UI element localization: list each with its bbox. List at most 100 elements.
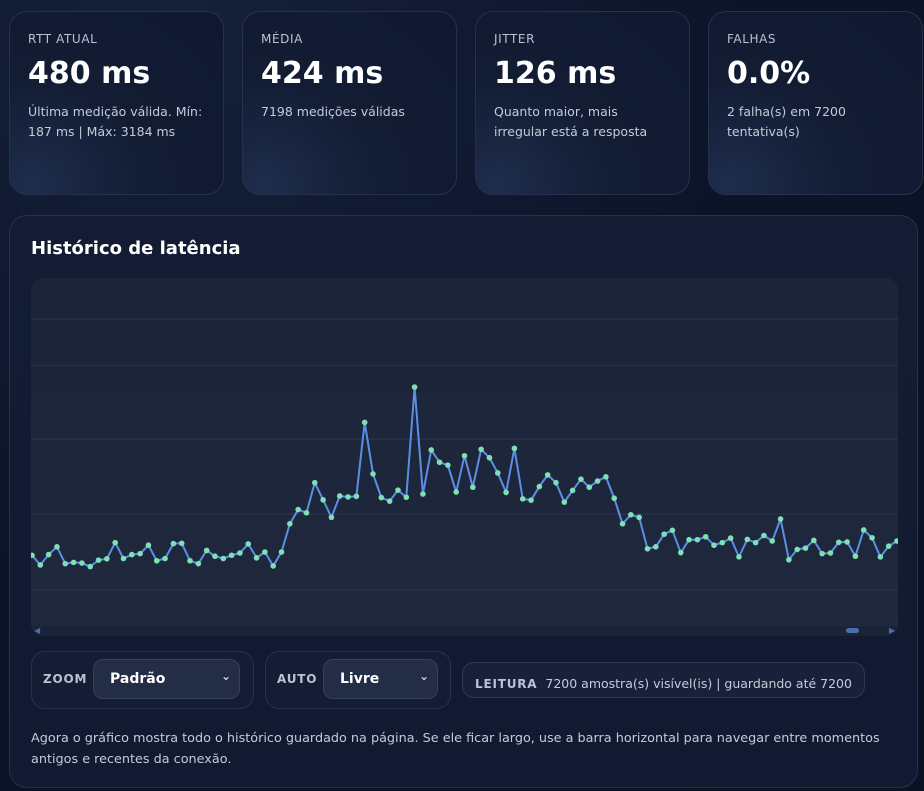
scrollbar-thumb[interactable]: [846, 628, 859, 633]
chart-help-note: Agora o gráfico mostra todo o histórico …: [31, 731, 880, 767]
data-point: [203, 547, 210, 554]
data-point: [594, 478, 601, 484]
stat-label: RTT ATUAL: [28, 32, 98, 46]
data-point: [669, 527, 676, 534]
stat-value: 126 ms: [494, 56, 617, 91]
data-point: [453, 489, 459, 495]
auto-select[interactable]: Livre ⌄: [323, 659, 438, 699]
data-point: [278, 549, 285, 555]
stat-card-rtt: RTT ATUAL 480 ms Última medição válida. …: [9, 11, 224, 195]
data-point: [486, 454, 493, 461]
data-point: [761, 532, 767, 539]
chevron-down-icon: ⌄: [418, 669, 429, 683]
scroll-left-arrow-icon[interactable]: ◀: [34, 626, 41, 635]
data-point: [62, 560, 69, 567]
data-point: [237, 550, 243, 556]
data-point: [736, 554, 742, 560]
auto-selected-value: Livre: [340, 671, 380, 687]
data-point: [686, 536, 692, 543]
data-point: [445, 462, 451, 468]
data-point: [120, 555, 127, 562]
reading-text: 7200 amostra(s) visível(is) | guardando …: [545, 676, 852, 691]
data-point: [37, 562, 44, 568]
stat-card-media: MÉDIA 424 ms 7198 medições válidas: [242, 11, 457, 195]
data-point: [511, 445, 518, 452]
scroll-right-arrow-icon[interactable]: ▶: [889, 626, 896, 635]
data-point: [129, 551, 135, 558]
data-point: [569, 487, 576, 494]
data-point: [503, 489, 509, 496]
data-point: [844, 539, 850, 545]
stat-label: FALHAS: [727, 32, 777, 46]
data-point: [628, 511, 634, 518]
stat-card-jitter: JITTER 126 ms Quanto maior, mais irregul…: [475, 11, 690, 195]
data-point: [586, 484, 593, 491]
zoom-label: ZOOM: [43, 672, 88, 686]
reading-badge: LEITURA 7200 amostra(s) visível(is) | gua…: [462, 662, 865, 698]
data-point: [178, 540, 185, 547]
data-point: [345, 494, 351, 500]
data-point: [370, 471, 376, 477]
data-point: [228, 552, 235, 559]
data-point: [353, 493, 360, 500]
data-point: [378, 494, 385, 501]
data-point: [87, 563, 94, 570]
data-point: [311, 479, 318, 486]
data-point: [386, 498, 393, 504]
data-point: [819, 550, 825, 557]
chart-grid: [31, 318, 898, 591]
data-point: [31, 552, 35, 559]
data-point: [852, 553, 859, 560]
data-point: [478, 446, 484, 453]
data-point: [494, 470, 501, 476]
data-point: [303, 510, 310, 516]
data-point: [104, 556, 110, 562]
data-point: [553, 479, 559, 486]
data-point: [145, 542, 152, 549]
stat-description: Quanto maior, mais irregular está a resp…: [494, 104, 648, 139]
data-point: [411, 384, 418, 390]
data-point: [827, 550, 834, 556]
latency-history-panel: Histórico de latência ◀ ▶ ZOOM Padrão ⌄ …: [9, 215, 918, 788]
zoom-control: ZOOM Padrão ⌄: [31, 651, 254, 709]
data-point: [295, 506, 301, 513]
stat-description: Última medição válida. Mín: 187 ms | Máx…: [28, 104, 203, 139]
stat-description: 7198 medições válidas: [261, 104, 405, 119]
data-point: [54, 544, 60, 550]
data-point: [802, 545, 809, 551]
stats-row: RTT ATUAL 480 ms Última medição válida. …: [9, 11, 924, 197]
data-point: [744, 536, 751, 543]
data-point: [253, 555, 260, 561]
data-point: [711, 542, 717, 549]
data-point: [320, 497, 326, 503]
data-point: [835, 539, 842, 546]
latency-chart-svg: [31, 318, 898, 591]
data-point: [262, 549, 268, 555]
data-point: [644, 545, 651, 552]
auto-control: AUTO Livre ⌄: [265, 651, 451, 709]
data-point: [187, 557, 193, 564]
data-point: [528, 497, 534, 503]
data-point: [45, 551, 52, 558]
stat-value: 480 ms: [28, 56, 151, 91]
horizontal-scrollbar[interactable]: ◀ ▶: [31, 626, 898, 636]
data-point: [420, 491, 426, 497]
latency-chart[interactable]: ◀ ▶: [31, 278, 898, 636]
data-point: [877, 554, 884, 560]
reading-label: LEITURA: [475, 677, 538, 691]
data-point: [811, 537, 817, 544]
data-point: [153, 557, 160, 564]
data-point: [794, 546, 800, 553]
stat-description: 2 falha(s) em 7200 tentativa(s): [727, 104, 846, 139]
latency-points: [31, 384, 898, 570]
data-point: [611, 495, 618, 502]
data-point: [112, 539, 118, 546]
data-point: [245, 541, 252, 547]
zoom-select[interactable]: Padrão ⌄: [93, 659, 240, 699]
data-point: [694, 536, 701, 543]
data-point: [270, 563, 277, 569]
data-point: [395, 487, 401, 493]
data-point: [428, 447, 435, 453]
data-point: [328, 514, 335, 521]
data-point: [536, 483, 543, 490]
